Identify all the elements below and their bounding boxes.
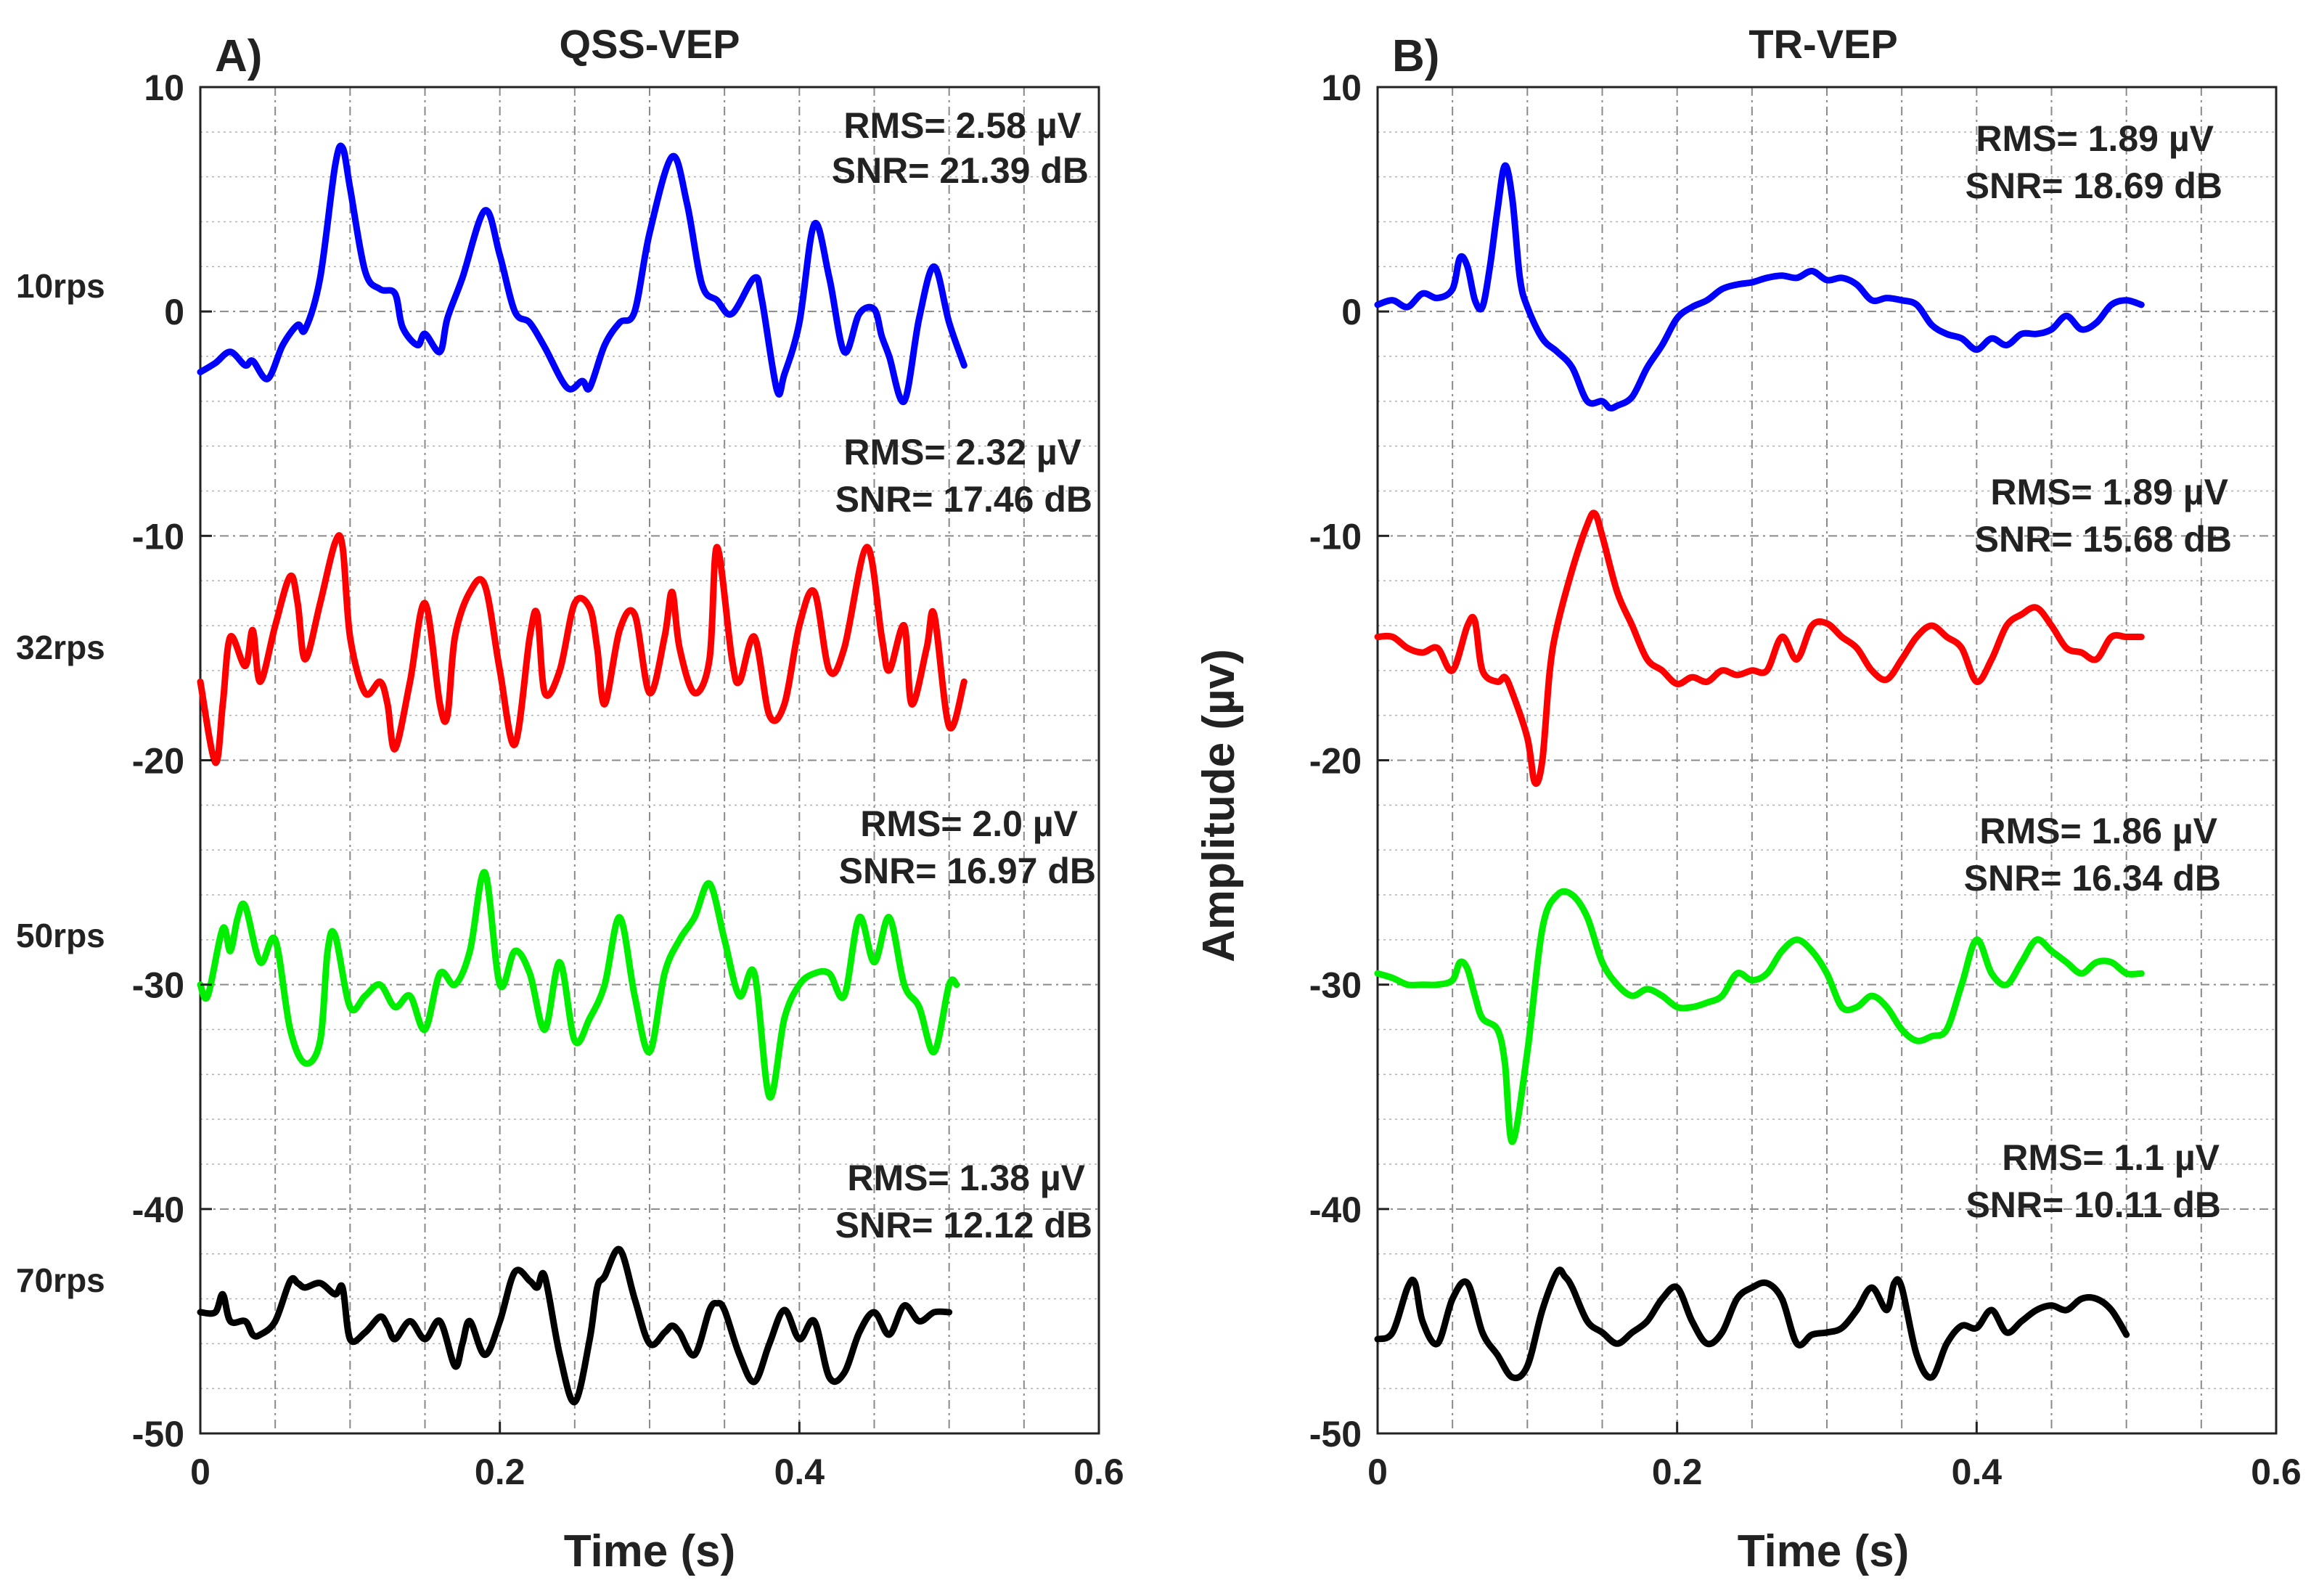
panel-a-series-10rps [197, 142, 968, 406]
annotation-snr: SNR= 10.11 dB [1966, 1184, 2221, 1225]
panel-a-y-tick-label: -50 [132, 1414, 184, 1454]
panel-a-grid [200, 87, 1099, 1433]
panel-b-y-axis-label: Amplitude (µv) [1194, 649, 1244, 962]
annotation-rms: RMS= 1.89 µV [1990, 472, 2228, 512]
annotation-rms: RMS= 1.1 µV [2002, 1137, 2220, 1178]
panel-b-annotation-70rps: RMS= 1.1 µV SNR= 10.11 dB [1966, 1137, 2221, 1225]
panel-a-y-tick-label: -10 [132, 516, 184, 557]
annotation-rms: RMS= 2.0 µV [860, 803, 1078, 844]
panel-b-y-tick-label: -40 [1309, 1190, 1362, 1230]
annotation-rms: RMS= 2.32 µV [843, 432, 1081, 472]
panel-a-annotation-50rps: RMS= 2.0 µV SNR= 16.97 dB [839, 803, 1096, 891]
panel-b-series-70rps [1374, 1266, 2130, 1382]
panel-b-annotation-32rps: RMS= 1.89 µV SNR= 15.68 dB [1975, 472, 2232, 560]
panel-b-series [1374, 162, 2145, 1382]
panel-b-x-tick-label: 0 [1367, 1452, 1388, 1492]
annotation-snr: SNR= 18.69 dB [1966, 165, 2222, 206]
panel-b-x-axis-label: Time (s) [1738, 1526, 1910, 1576]
panel-a-x-tick-label: 0.6 [1073, 1452, 1124, 1492]
row-label-10rps: 10rps [16, 267, 105, 305]
annotation-snr: SNR= 21.39 dB [832, 150, 1089, 191]
panel-a-series [197, 142, 968, 1406]
panel-a-annotation-10rps: RMS= 2.58 µV SNR= 21.39 dB [832, 105, 1089, 191]
panel-b-x-ticks: 0 0.2 0.4 0.6 [1367, 1422, 2302, 1492]
panel-a-y-tick-label: -40 [132, 1190, 184, 1230]
panel-a-y-ticks: 10 0 -10 -20 -30 -40 -50 [132, 67, 212, 1454]
row-label-50rps: 50rps [16, 917, 105, 954]
annotation-snr: SNR= 17.46 dB [835, 479, 1092, 520]
annotation-rms: RMS= 1.89 µV [1976, 118, 2214, 159]
panel-b-y-tick-label: 0 [1341, 292, 1362, 332]
panel-b-y-tick-label: -30 [1309, 965, 1362, 1006]
row-labels: 10rps 32rps 50rps 70rps [16, 267, 105, 1299]
annotation-rms: RMS= 1.86 µV [1979, 811, 2217, 851]
panel-a-annotation-70rps: RMS= 1.38 µV SNR= 12.12 dB [835, 1158, 1092, 1245]
panel-b-y-ticks: 10 0 -10 -20 -30 -40 -50 [1309, 67, 1389, 1454]
panel-b-y-tick-label: -50 [1309, 1414, 1362, 1454]
row-label-70rps: 70rps [16, 1261, 105, 1299]
panel-a-series-50rps [197, 869, 960, 1101]
panel-b-annotation-10rps: RMS= 1.89 µV SNR= 18.69 dB [1966, 118, 2222, 206]
annotation-rms: RMS= 2.58 µV [843, 105, 1081, 146]
panel-a-x-tick-label: 0 [190, 1452, 210, 1492]
panel-a-title: QSS-VEP [560, 21, 740, 67]
panel-a-y-tick-label: -30 [132, 965, 184, 1006]
panel-a-y-tick-label: 10 [144, 67, 184, 108]
panel-a-x-axis-label: Time (s) [564, 1526, 736, 1576]
panel-b-y-tick-label: -20 [1309, 741, 1362, 782]
annotation-snr: SNR= 15.68 dB [1975, 519, 2232, 560]
panel-b-title: TR-VEP [1748, 21, 1897, 67]
panel-a-series-32rps [197, 532, 968, 766]
row-label-32rps: 32rps [16, 629, 105, 666]
panel-b-x-tick-label: 0.6 [2251, 1452, 2302, 1492]
panel-b-series-10rps [1374, 162, 2145, 412]
panel-b-x-tick-label: 0.4 [1952, 1452, 2003, 1492]
panel-b-y-tick-label: -10 [1309, 516, 1362, 557]
panel-b-series-50rps [1374, 888, 2145, 1145]
panel-a-label: A) [215, 31, 262, 81]
panel-a-y-tick-label: -20 [132, 741, 184, 782]
panel-a-series-70rps [197, 1245, 953, 1406]
panel-b-series-32rps [1374, 510, 2145, 787]
annotation-snr: SNR= 16.97 dB [839, 851, 1096, 891]
panel-b-grid [1378, 87, 2276, 1433]
panel-b-label: B) [1392, 31, 1439, 81]
panel-b-annotation-50rps: RMS= 1.86 µV SNR= 16.34 dB [1964, 811, 2221, 899]
annotation-rms: RMS= 1.38 µV [847, 1158, 1085, 1198]
annotation-snr: SNR= 16.34 dB [1964, 858, 2221, 899]
panel-a-x-ticks: 0 0.2 0.4 0.6 [190, 1422, 1124, 1492]
panel-b-x-tick-label: 0.2 [1652, 1452, 1703, 1492]
panel-a-y-tick-label: 0 [164, 292, 184, 332]
panel-b-y-tick-label: 10 [1321, 67, 1362, 108]
annotation-snr: SNR= 12.12 dB [835, 1205, 1092, 1245]
panel-a-annotation-32rps: RMS= 2.32 µV SNR= 17.46 dB [835, 432, 1092, 520]
panel-a-x-tick-label: 0.2 [475, 1452, 525, 1492]
panel-b: 100-10-20-30-40-50 0 0.2 0.4 0.6 B) TR-VEP … [1194, 21, 2302, 1576]
panel-a: 10 0 -10 -20 -30 -40 -50 0 0.2 0.4 0.6 A) QSS-VEP… [132, 21, 1124, 1576]
panel-a-x-tick-label: 0.4 [774, 1452, 825, 1492]
